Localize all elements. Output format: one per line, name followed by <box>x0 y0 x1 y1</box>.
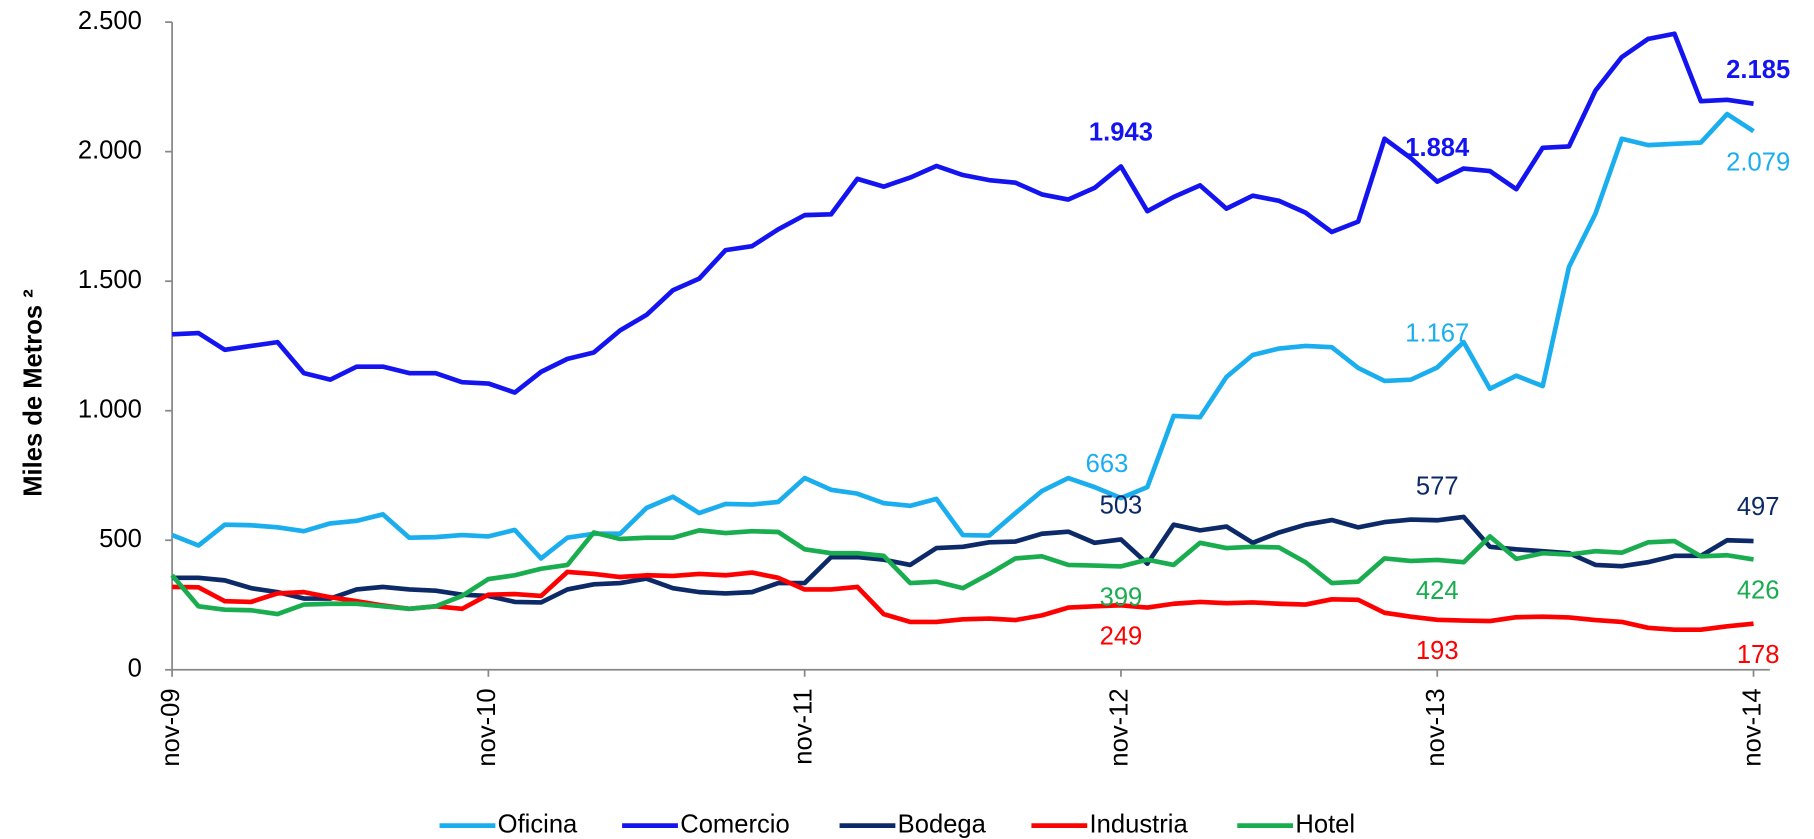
legend-label: Oficina <box>498 810 578 838</box>
x-tick-label: nov-10 <box>473 688 501 766</box>
data-label: 503 <box>1100 492 1143 520</box>
data-label: 1.167 <box>1405 320 1469 348</box>
data-label: 178 <box>1737 641 1780 669</box>
y-axis-label: Miles de Metros ² <box>20 289 48 497</box>
x-tick-label: nov-13 <box>1422 688 1450 766</box>
data-label: 1.943 <box>1089 119 1153 147</box>
y-tick-label: 2.000 <box>78 136 142 164</box>
series-line <box>172 569 1754 633</box>
data-label: 249 <box>1100 623 1143 651</box>
data-label: 193 <box>1416 637 1459 665</box>
data-label: 577 <box>1416 473 1459 501</box>
y-tick-label: 1.000 <box>78 395 142 423</box>
y-tick-label: 0 <box>128 655 142 683</box>
x-tick-label: nov-12 <box>1106 688 1134 766</box>
x-tick-label: nov-11 <box>789 688 817 764</box>
data-label: 2.185 <box>1726 56 1790 84</box>
data-label: 663 <box>1086 450 1129 478</box>
data-label: 426 <box>1737 577 1780 605</box>
data-label: 424 <box>1416 577 1459 605</box>
series-line <box>171 111 1755 561</box>
data-label: 399 <box>1100 584 1143 612</box>
legend-label: Hotel <box>1295 810 1355 838</box>
legend-label: Comercio <box>680 810 789 838</box>
x-tick-label: nov-14 <box>1738 688 1766 766</box>
data-label: 497 <box>1737 493 1780 521</box>
y-tick-label: 1.500 <box>78 266 142 294</box>
data-label: 2.079 <box>1726 148 1790 176</box>
y-tick-label: 500 <box>99 525 142 553</box>
series-line <box>172 514 1754 605</box>
x-tick-label: nov-09 <box>157 688 185 766</box>
series-line <box>170 528 1754 617</box>
legend-label: Bodega <box>898 810 987 838</box>
legend-label: Industria <box>1090 810 1189 838</box>
data-label: 1.884 <box>1405 134 1470 162</box>
series-line <box>171 31 1754 395</box>
y-tick-label: 2.500 <box>78 7 142 35</box>
